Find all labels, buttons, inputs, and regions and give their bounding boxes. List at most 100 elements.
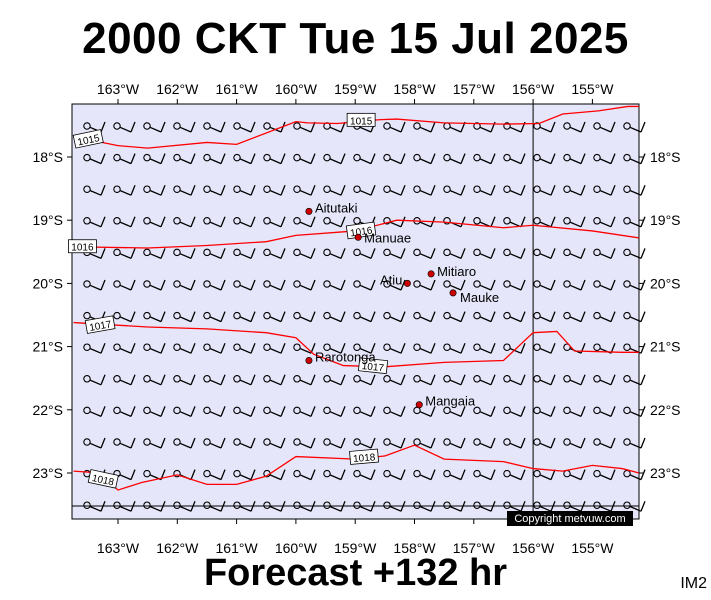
wind-barb (533, 342, 556, 354)
wind-barb (143, 184, 166, 196)
map-background (71, 103, 640, 520)
wind-barb (143, 279, 166, 291)
wind-barb (413, 153, 436, 165)
longitude-label: 155°W (571, 540, 614, 556)
wind-barb (413, 342, 436, 354)
wind-barb (503, 342, 526, 354)
wind-barb (413, 248, 436, 259)
wind-barb (383, 500, 406, 512)
wind-barb (293, 374, 316, 386)
wind-barb (113, 153, 136, 165)
island-label: Mitiaro (437, 264, 476, 279)
wind-barb (323, 184, 346, 196)
wind-barb (113, 406, 136, 417)
wind-barb (293, 121, 316, 133)
wind-barb (593, 184, 616, 196)
wind-barb (623, 374, 646, 386)
island-marker: Mangaia (415, 394, 476, 409)
island-marker: Aitutaki (305, 200, 358, 215)
longitude-labels-top: 163°W 162°W 161°W 160°W 159°W 158°W 157°W 156°W… (97, 81, 614, 104)
wind-barb (623, 342, 646, 354)
wind-barb (383, 342, 406, 354)
wind-barb (353, 374, 376, 386)
wind-barb (233, 374, 256, 386)
wind-barb (563, 248, 586, 259)
wind-barb (323, 342, 346, 354)
island-marker: Rarotonga (305, 350, 376, 365)
wind-barb (473, 311, 496, 323)
latitude-label: 23°S (32, 465, 63, 481)
latitude-label: 22°S (32, 402, 63, 418)
wind-barb (263, 374, 286, 386)
wind-barb (443, 437, 466, 449)
longitude-label: 163°W (97, 540, 140, 556)
wind-barb (113, 121, 136, 133)
latitude-labels-right: 18°S 19°S 20°S 21°S 22°S 23°S (639, 149, 681, 481)
wind-barb (323, 469, 346, 481)
longitude-label: 163°W (97, 81, 140, 97)
wind-barb (113, 216, 136, 228)
wind-barb (533, 311, 556, 323)
wind-barb (503, 406, 526, 417)
wind-barb (413, 374, 436, 386)
wind-barb (323, 374, 346, 386)
wind-barb (443, 342, 466, 354)
svg-text:1015: 1015 (350, 116, 373, 127)
wind-barb (443, 279, 466, 291)
wind-barb (353, 500, 376, 512)
wind-barb (323, 153, 346, 165)
wind-barb (563, 121, 586, 133)
wind-barb (143, 248, 166, 259)
graticule-lines (72, 104, 639, 519)
wind-barb (233, 153, 256, 165)
wind-barb (593, 469, 616, 481)
wind-barb (203, 153, 226, 165)
wind-barb (143, 500, 166, 512)
wind-barb (203, 406, 226, 417)
wind-barb (113, 342, 136, 354)
latitude-label: 22°S (650, 402, 681, 418)
latitude-label: 21°S (650, 339, 681, 355)
wind-barb (383, 374, 406, 386)
svg-text:1017: 1017 (89, 319, 113, 334)
latitude-label: 20°S (650, 275, 681, 291)
latitude-label: 21°S (32, 339, 63, 355)
wind-barb (263, 184, 286, 196)
longitude-label: 159°W (334, 540, 377, 556)
island-marker: Manuae (354, 230, 411, 245)
wind-barb (563, 279, 586, 291)
wind-barb (503, 153, 526, 165)
wind-barb (263, 153, 286, 165)
copyright-badge: Copyright metvuw.com (507, 511, 633, 526)
wind-barb (323, 311, 346, 323)
wind-barb (113, 248, 136, 259)
wind-barb (233, 469, 256, 481)
wind-barb (353, 311, 376, 323)
wind-barb (473, 153, 496, 165)
wind-barb (353, 406, 376, 417)
wind-barb (83, 216, 106, 228)
wind-barb (173, 184, 196, 196)
wind-barb (263, 500, 286, 512)
wind-barb (233, 311, 256, 323)
wind-barb (113, 374, 136, 386)
wind-barb (563, 469, 586, 481)
isobar-line (73, 219, 640, 249)
wind-barb (593, 216, 616, 228)
wind-barb (203, 311, 226, 323)
wind-barb (443, 406, 466, 417)
wind-barb (173, 216, 196, 228)
wind-barb (263, 342, 286, 354)
wind-barb (293, 248, 316, 259)
wind-barb (173, 121, 196, 133)
wind-barb (593, 406, 616, 417)
wind-barb (263, 406, 286, 417)
isobar-label: 1017 (357, 357, 389, 374)
wind-barb (413, 469, 436, 481)
wind-barb (533, 121, 556, 133)
wind-barb (473, 184, 496, 196)
wind-barb (593, 248, 616, 259)
wind-barb (473, 437, 496, 449)
longitude-label: 158°W (393, 81, 436, 97)
